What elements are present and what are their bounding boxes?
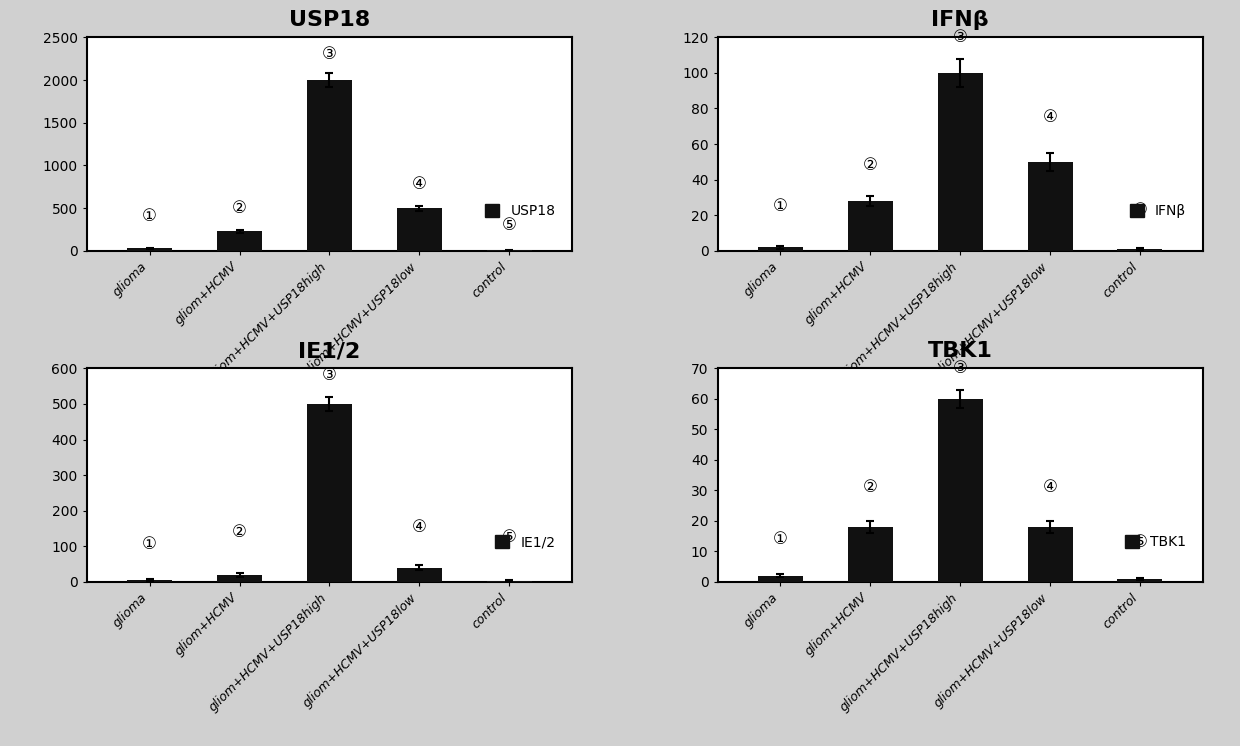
Legend: USP18: USP18 xyxy=(485,204,556,219)
Text: ②: ② xyxy=(863,478,878,496)
Text: ①: ① xyxy=(773,530,787,548)
Text: ②: ② xyxy=(232,198,247,216)
Text: ②: ② xyxy=(863,157,878,175)
Legend: IFNβ: IFNβ xyxy=(1130,204,1187,219)
Text: ④: ④ xyxy=(412,175,427,192)
Text: ③: ③ xyxy=(322,366,337,384)
Bar xyxy=(397,568,441,582)
Bar xyxy=(1117,579,1162,582)
Bar xyxy=(217,574,262,582)
Text: ④: ④ xyxy=(412,518,427,536)
Bar xyxy=(937,73,982,251)
Bar xyxy=(848,527,893,582)
Text: ①: ① xyxy=(143,207,157,225)
Bar xyxy=(486,581,532,582)
Bar xyxy=(758,576,804,582)
Text: ⑤: ⑤ xyxy=(502,528,517,546)
Bar xyxy=(1117,249,1162,251)
Bar xyxy=(308,404,352,582)
Text: ②: ② xyxy=(232,523,247,541)
Bar xyxy=(217,231,262,251)
Bar xyxy=(1028,162,1073,251)
Legend: IE1/2: IE1/2 xyxy=(495,536,556,549)
Text: ④: ④ xyxy=(1043,108,1058,126)
Bar xyxy=(397,208,441,251)
Bar xyxy=(128,248,172,251)
Text: ③: ③ xyxy=(322,45,337,63)
Bar xyxy=(1028,527,1073,582)
Title: TBK1: TBK1 xyxy=(928,341,993,361)
Bar xyxy=(128,580,172,582)
Text: ③: ③ xyxy=(952,360,967,377)
Title: IE1/2: IE1/2 xyxy=(299,341,361,361)
Text: ⑤: ⑤ xyxy=(1132,201,1147,219)
Text: ①: ① xyxy=(143,536,157,554)
Bar xyxy=(308,80,352,251)
Text: ④: ④ xyxy=(1043,478,1058,496)
Bar xyxy=(758,248,804,251)
Legend: TBK1: TBK1 xyxy=(1125,536,1187,549)
Text: ⑤: ⑤ xyxy=(1132,533,1147,551)
Text: ①: ① xyxy=(773,197,787,216)
Bar xyxy=(848,201,893,251)
Title: IFNβ: IFNβ xyxy=(931,10,990,30)
Bar xyxy=(937,399,982,582)
Title: USP18: USP18 xyxy=(289,10,370,30)
Text: ⑤: ⑤ xyxy=(502,216,517,233)
Text: ③: ③ xyxy=(952,28,967,46)
